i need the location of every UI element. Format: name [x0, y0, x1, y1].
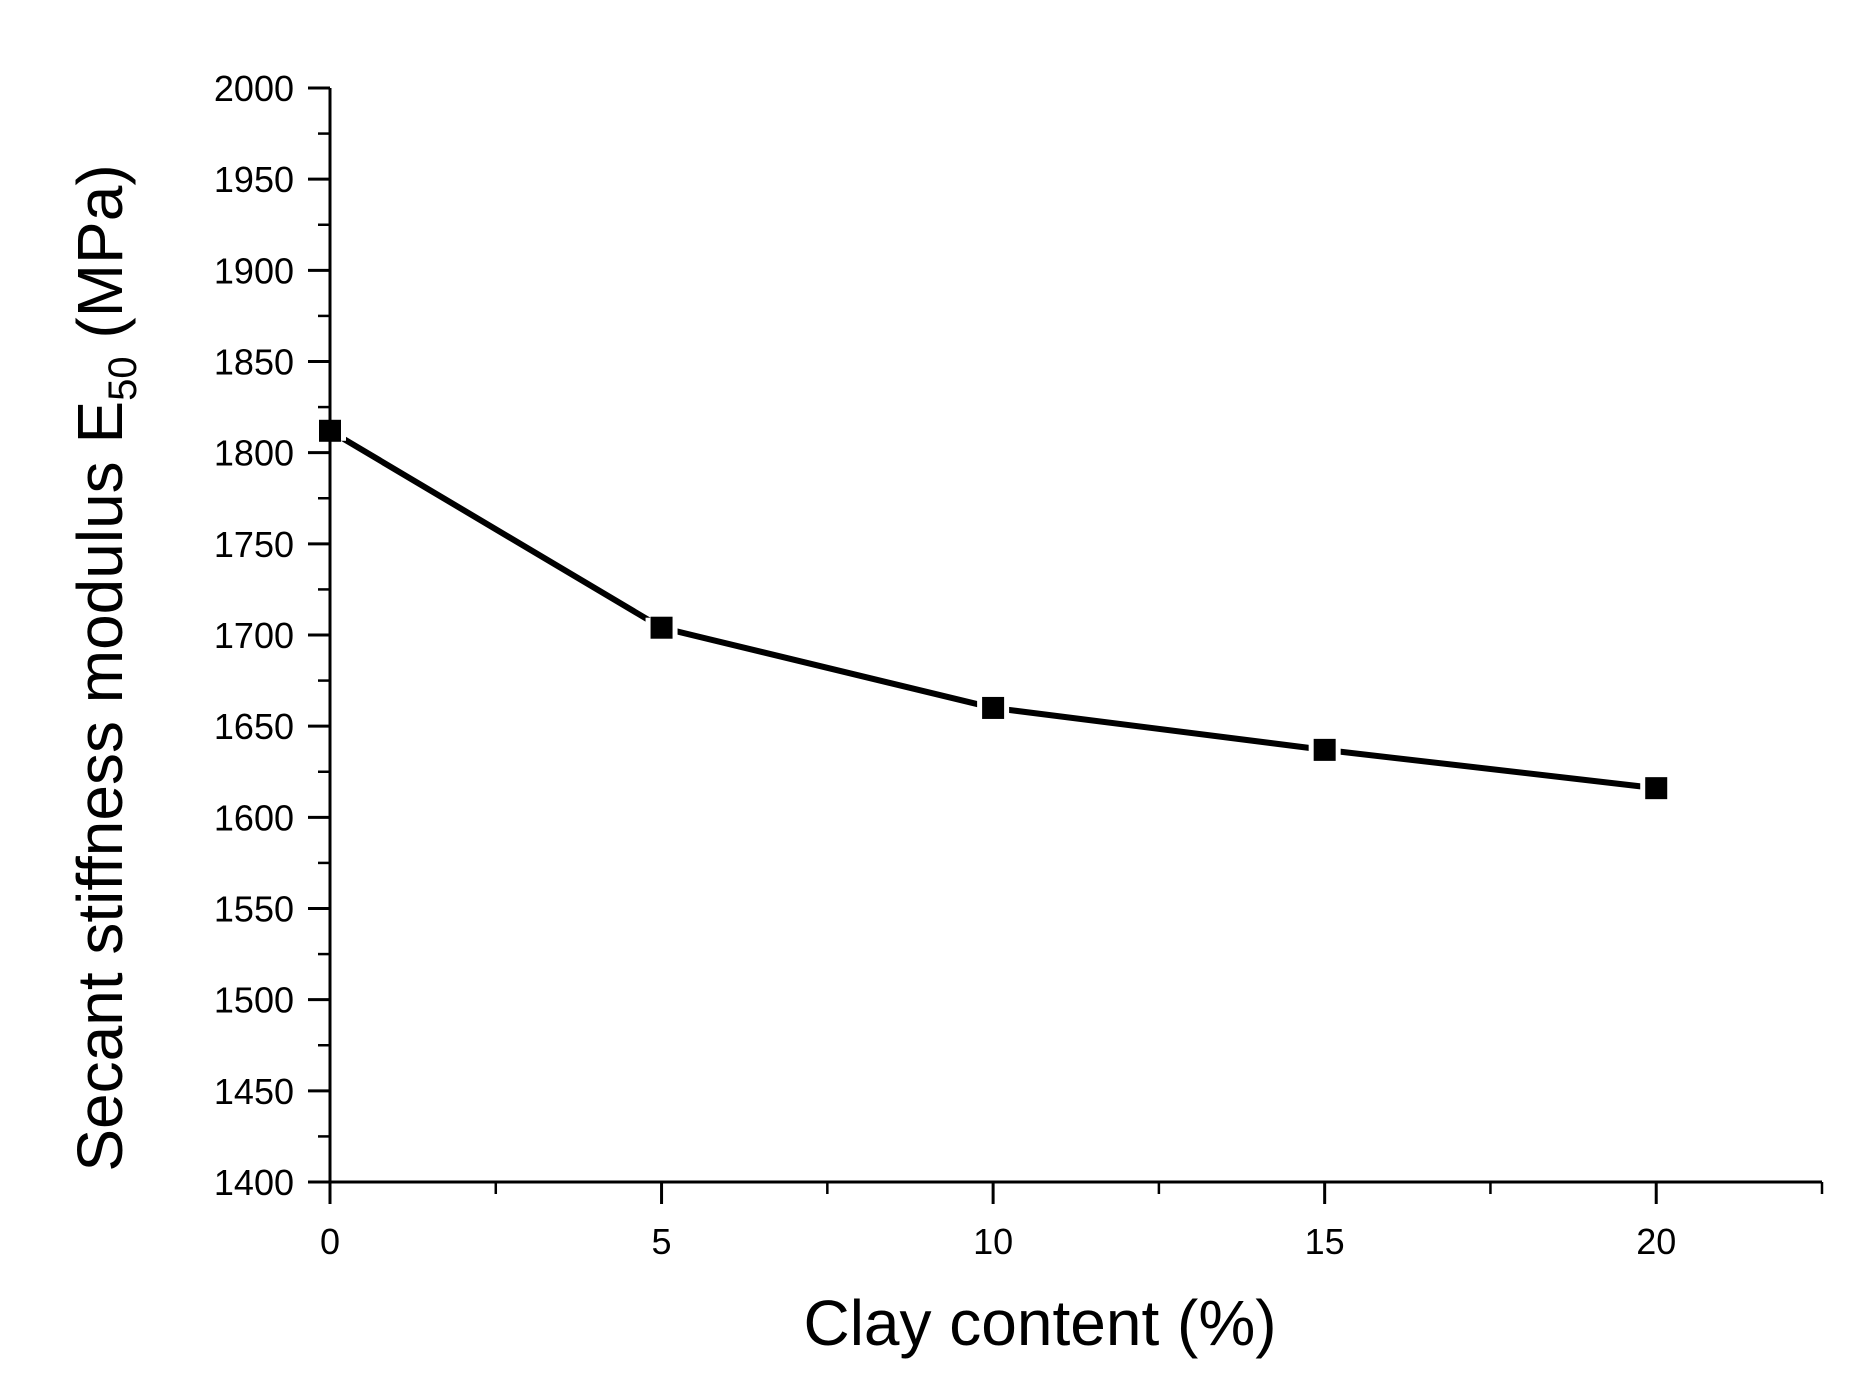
series: [314, 419, 1673, 800]
y-axis-title: Secant stiffness modulus E50 (MPa): [64, 164, 145, 1171]
y-tick-label: 1950: [214, 159, 294, 200]
data-point: [1313, 738, 1336, 761]
y-tick-label: 1700: [214, 615, 294, 656]
y-axis-title-main: Secant stiffness modulus E: [64, 401, 136, 1172]
x-tick-label: 20: [1636, 1221, 1676, 1262]
x-tick-label: 0: [320, 1221, 340, 1262]
data-point: [1645, 777, 1668, 800]
y-tick-label: 1600: [214, 797, 294, 838]
y-tick-label: 1450: [214, 1071, 294, 1112]
x-tick-label: 15: [1305, 1221, 1345, 1262]
y-tick-label: 1850: [214, 342, 294, 383]
data-point: [982, 696, 1005, 719]
x-axis-title: Clay content (%): [803, 1287, 1276, 1359]
data-point: [650, 616, 673, 639]
y-tick-label: 1400: [214, 1162, 294, 1203]
y-tick-label: 1800: [214, 433, 294, 474]
y-tick-label: 1650: [214, 706, 294, 747]
ticks: 1400145015001550160016501700175018001850…: [214, 68, 1824, 1262]
y-axis-title-unit: (MPa): [64, 164, 136, 356]
y-axis-title-subscript: 50: [101, 356, 145, 401]
y-tick-label: 1900: [214, 250, 294, 291]
x-tick-label: 5: [652, 1221, 672, 1262]
y-tick-label: 1500: [214, 980, 294, 1021]
y-tick-label: 1750: [214, 524, 294, 565]
axes: [328, 88, 1822, 1184]
y-tick-label: 1550: [214, 889, 294, 930]
y-tick-label: 2000: [214, 68, 294, 109]
x-tick-label: 10: [973, 1221, 1013, 1262]
data-point: [319, 419, 341, 442]
series-line: [328, 428, 1657, 792]
